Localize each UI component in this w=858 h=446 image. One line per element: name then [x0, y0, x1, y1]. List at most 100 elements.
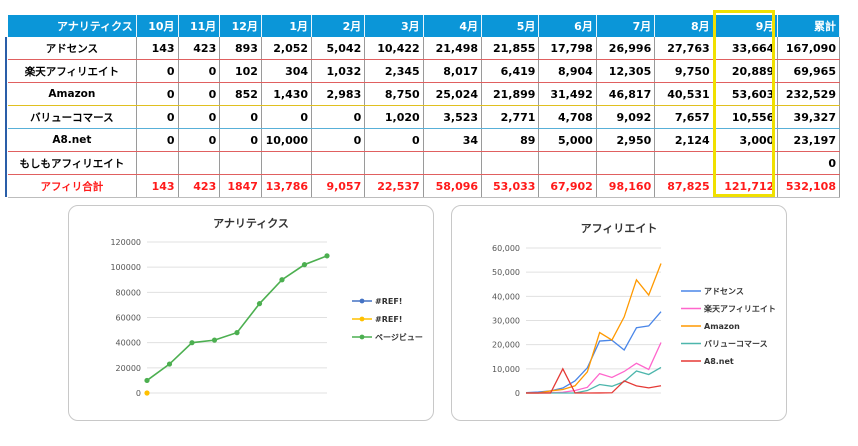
header-month[interactable]: 5月: [481, 15, 540, 37]
table-cell[interactable]: 121,712: [713, 174, 779, 198]
table-cell[interactable]: 8,904: [538, 59, 597, 83]
table-cell[interactable]: 0: [364, 128, 424, 152]
table-cell[interactable]: 26,996: [596, 37, 656, 60]
table-cell[interactable]: 102: [219, 59, 262, 83]
header-month[interactable]: 12月: [219, 15, 262, 37]
table-cell[interactable]: 143: [136, 37, 179, 60]
row-label[interactable]: A8.net: [8, 128, 137, 152]
table-cell[interactable]: [219, 151, 262, 175]
row-label[interactable]: アフィリ合計: [8, 174, 137, 198]
header-month[interactable]: 9月: [713, 15, 779, 37]
table-cell[interactable]: 89: [481, 128, 540, 152]
table-cell[interactable]: [178, 151, 221, 175]
table-cell[interactable]: 423: [178, 174, 221, 198]
table-cell[interactable]: 9,092: [596, 105, 656, 129]
table-cell[interactable]: 167,090: [777, 37, 840, 60]
row-label[interactable]: アドセンス: [8, 37, 137, 60]
header-month[interactable]: 3月: [364, 15, 424, 37]
table-cell[interactable]: 1847: [219, 174, 262, 198]
header-label[interactable]: アナリティクス: [8, 15, 137, 37]
table-cell[interactable]: 53,033: [481, 174, 540, 198]
table-cell[interactable]: 34: [423, 128, 483, 152]
header-month[interactable]: 4月: [423, 15, 483, 37]
table-cell[interactable]: 12,305: [596, 59, 656, 83]
table-cell[interactable]: 31,492: [538, 82, 597, 106]
table-cell[interactable]: 53,603: [713, 82, 779, 106]
table-cell[interactable]: 67,902: [538, 174, 597, 198]
table-cell[interactable]: 532,108: [777, 174, 840, 198]
table-cell[interactable]: 22,537: [364, 174, 424, 198]
table-cell[interactable]: 21,498: [423, 37, 483, 60]
table-cell[interactable]: 0: [136, 128, 179, 152]
table-cell[interactable]: 3,000: [713, 128, 779, 152]
table-cell[interactable]: 8,750: [364, 82, 424, 106]
table-cell[interactable]: 1,020: [364, 105, 424, 129]
table-cell[interactable]: [311, 151, 366, 175]
table-cell[interactable]: 2,771: [481, 105, 540, 129]
table-cell[interactable]: 0: [777, 151, 840, 175]
table-cell[interactable]: 304: [261, 59, 313, 83]
table-cell[interactable]: 2,345: [364, 59, 424, 83]
table-cell[interactable]: 21,899: [481, 82, 540, 106]
table-cell[interactable]: 27,763: [654, 37, 714, 60]
table-cell[interactable]: 0: [178, 82, 221, 106]
table-cell[interactable]: 5,042: [311, 37, 366, 60]
table-cell[interactable]: 10,000: [261, 128, 313, 152]
table-cell[interactable]: 0: [178, 105, 221, 129]
table-cell[interactable]: 0: [136, 59, 179, 83]
table-cell[interactable]: [423, 151, 483, 175]
table-cell[interactable]: 5,000: [538, 128, 597, 152]
header-month[interactable]: 11月: [178, 15, 221, 37]
table-cell[interactable]: 25,024: [423, 82, 483, 106]
table-cell[interactable]: [136, 151, 179, 175]
table-cell[interactable]: 0: [219, 128, 262, 152]
table-cell[interactable]: 21,855: [481, 37, 540, 60]
table-cell[interactable]: 2,124: [654, 128, 714, 152]
table-cell[interactable]: 1,430: [261, 82, 313, 106]
table-cell[interactable]: 23,197: [777, 128, 840, 152]
table-cell[interactable]: 7,657: [654, 105, 714, 129]
table-cell[interactable]: 6,419: [481, 59, 540, 83]
table-cell[interactable]: [261, 151, 313, 175]
table-cell[interactable]: 20,889: [713, 59, 779, 83]
table-cell[interactable]: 46,817: [596, 82, 656, 106]
analytics-chart-panel[interactable]: アナリティクス 0 20000 40000 60000 80000 100000 12000…: [68, 205, 434, 421]
header-month[interactable]: 8月: [654, 15, 714, 37]
table-cell[interactable]: 2,983: [311, 82, 366, 106]
table-cell[interactable]: 2,950: [596, 128, 656, 152]
header-month[interactable]: 累計: [777, 15, 840, 37]
table-cell[interactable]: 0: [136, 105, 179, 129]
table-cell[interactable]: 0: [311, 105, 366, 129]
header-month[interactable]: 6月: [538, 15, 597, 37]
table-cell[interactable]: 893: [219, 37, 262, 60]
table-cell[interactable]: 8,017: [423, 59, 483, 83]
header-month[interactable]: 1月: [261, 15, 313, 37]
table-cell[interactable]: 98,160: [596, 174, 656, 198]
table-cell[interactable]: 9,057: [311, 174, 366, 198]
row-label[interactable]: Amazon: [8, 82, 137, 106]
table-cell[interactable]: 0: [219, 105, 262, 129]
table-cell[interactable]: [713, 151, 779, 175]
table-cell[interactable]: 39,327: [777, 105, 840, 129]
table-cell[interactable]: 1,032: [311, 59, 366, 83]
table-cell[interactable]: [654, 151, 714, 175]
affiliate-chart-panel[interactable]: アフィリエイト 0 10,000 20,000 30,000 40,000 50,000 6…: [451, 205, 787, 421]
table-cell[interactable]: 2,052: [261, 37, 313, 60]
header-month[interactable]: 2月: [311, 15, 366, 37]
table-cell[interactable]: 0: [178, 128, 221, 152]
table-cell[interactable]: [538, 151, 597, 175]
table-cell[interactable]: 10,556: [713, 105, 779, 129]
table-cell[interactable]: 10,422: [364, 37, 424, 60]
table-cell[interactable]: 423: [178, 37, 221, 60]
table-cell[interactable]: 17,798: [538, 37, 597, 60]
table-cell[interactable]: [596, 151, 656, 175]
table-cell[interactable]: 9,750: [654, 59, 714, 83]
table-cell[interactable]: [481, 151, 540, 175]
table-cell[interactable]: 69,965: [777, 59, 840, 83]
table-cell[interactable]: 87,825: [654, 174, 714, 198]
table-cell[interactable]: 143: [136, 174, 179, 198]
row-label[interactable]: もしもアフィリエイト: [8, 151, 137, 175]
table-cell[interactable]: 0: [136, 82, 179, 106]
table-cell[interactable]: 232,529: [777, 82, 840, 106]
header-month[interactable]: 10月: [136, 15, 179, 37]
